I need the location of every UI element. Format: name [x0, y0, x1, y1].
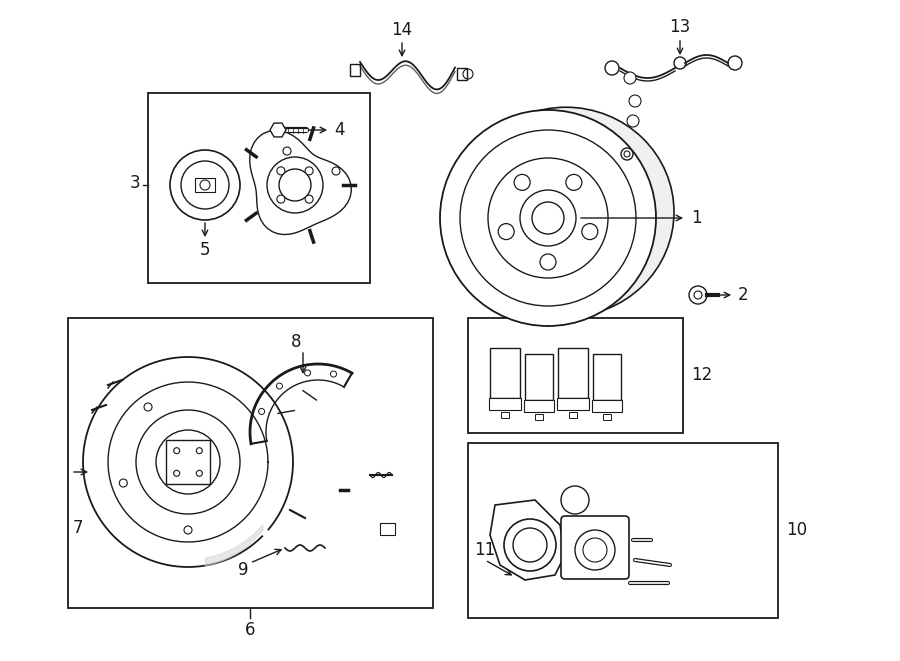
Circle shape [277, 167, 285, 175]
Circle shape [499, 223, 514, 239]
Circle shape [566, 175, 582, 190]
Circle shape [728, 56, 742, 70]
Bar [457, 68, 467, 80]
FancyBboxPatch shape [561, 516, 629, 579]
Bar [195, 178, 215, 192]
Circle shape [629, 95, 641, 107]
Circle shape [514, 175, 530, 190]
Ellipse shape [458, 107, 674, 317]
Text: 9: 9 [238, 561, 248, 579]
Circle shape [627, 115, 639, 127]
Bar [603, 414, 611, 420]
Circle shape [624, 72, 636, 84]
Circle shape [674, 57, 686, 69]
Bar [501, 412, 509, 418]
Text: 13: 13 [670, 18, 690, 36]
Circle shape [605, 61, 619, 75]
Bar [524, 400, 554, 412]
Text: 1: 1 [691, 209, 702, 227]
Bar [468, 443, 778, 618]
Circle shape [170, 150, 240, 220]
Circle shape [581, 223, 598, 239]
Bar [569, 412, 577, 418]
Bar [380, 523, 395, 535]
Text: 5: 5 [200, 241, 211, 259]
Text: 12: 12 [691, 366, 712, 384]
Bar [68, 318, 433, 608]
Polygon shape [490, 500, 565, 580]
Bar [558, 348, 588, 398]
Bar [489, 398, 521, 410]
Text: 14: 14 [392, 21, 412, 39]
Bar [593, 354, 621, 400]
Bar [535, 414, 543, 420]
Bar [490, 348, 520, 398]
Circle shape [277, 195, 285, 203]
Bar [557, 398, 589, 410]
Circle shape [504, 519, 556, 571]
Circle shape [440, 110, 656, 326]
Bar [525, 354, 553, 400]
Bar [166, 440, 210, 484]
Text: 3: 3 [130, 174, 140, 192]
Circle shape [305, 167, 313, 175]
Bar [350, 64, 360, 76]
Text: 10: 10 [786, 521, 807, 539]
Bar [468, 318, 683, 433]
Text: 6: 6 [245, 621, 256, 639]
Bar [148, 93, 370, 283]
Text: 7: 7 [73, 519, 84, 537]
Polygon shape [249, 130, 351, 235]
Text: 2: 2 [738, 286, 749, 304]
Circle shape [540, 254, 556, 270]
Circle shape [305, 195, 313, 203]
Text: 4: 4 [334, 121, 345, 139]
Bar [592, 400, 622, 412]
Text: 11: 11 [474, 541, 496, 559]
Text: 8: 8 [291, 333, 302, 351]
Circle shape [689, 286, 707, 304]
